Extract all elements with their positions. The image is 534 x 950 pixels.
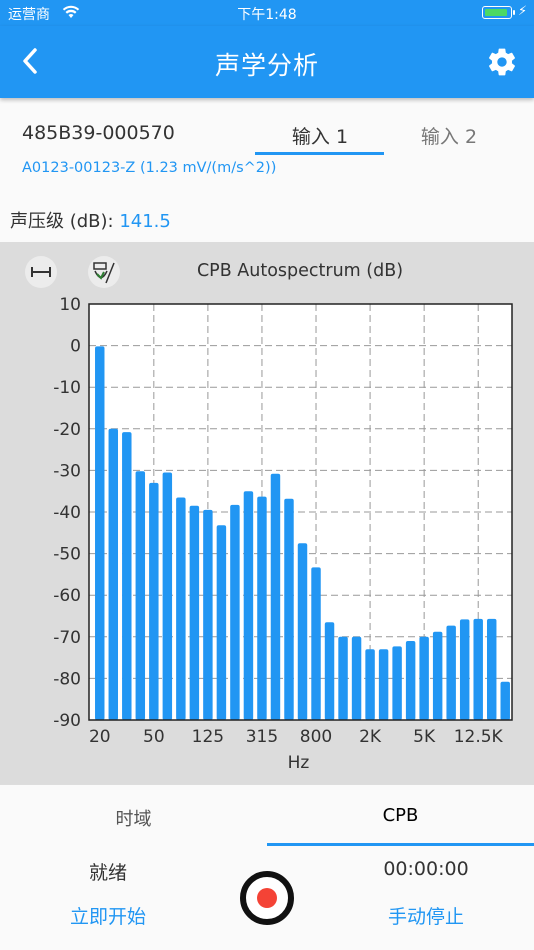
bar [378,649,389,720]
y-tick-label: -30 [53,461,81,481]
tab-time-domain[interactable]: 时域 [115,809,152,830]
cpb-bar-chart: 10 0 -10 -20 -30 -40 -50 -60 -70 -80 -90 20 50 125 315… [53,295,513,773]
bar [351,636,362,720]
x-tick-label: 2K [359,727,382,747]
bar [95,346,105,720]
page-title: 声学分析 [214,51,319,80]
tab-input-indicator [255,152,384,155]
bar [446,625,456,720]
bar [324,622,335,720]
bar [243,491,254,720]
chevron-left-icon [23,48,37,74]
y-tick-label: 10 [59,295,81,315]
sensor-info[interactable]: A0123-00123-Z (1.23 mV/(m/s^2)) [22,160,277,176]
x-tick-label: 12.5K [454,727,504,747]
y-tick-label: -10 [53,378,81,398]
bar [108,428,119,720]
y-tick-label: -70 [53,628,81,648]
manual-stop-button[interactable]: 手动停止 [387,906,464,928]
bar [500,681,510,720]
bar [473,618,483,720]
bar [338,636,348,720]
bar [216,525,227,720]
x-tick-label: 50 [143,727,165,747]
bar [405,640,416,720]
bar [230,504,240,720]
wifi-icon [62,5,80,23]
bar [392,646,402,720]
bar [459,619,470,720]
y-tick-label: -20 [53,420,81,440]
status-text: 就绪 [88,862,127,884]
bar [284,498,294,720]
bar [176,497,186,720]
carrier-label: 运营商 [8,7,50,23]
battery-icon [482,6,515,19]
battery-level [485,9,507,16]
horizontal-cursor-icon [31,267,51,277]
chart-panel: CPB Autospectrum (dB) 10 0 -10 -20 -30 -40 -50… [0,242,534,784]
y-tick-label: 0 [70,337,81,357]
y-tick-label: -40 [53,503,81,523]
cursor-button[interactable] [25,256,57,288]
chart-title: CPB Autospectrum (dB) [196,261,404,281]
x-tick-label: 125 [192,727,224,747]
gear-icon [489,48,515,76]
spl-label: 声压级 (dB): [10,211,120,232]
app-bar: 声学分析 [0,26,534,98]
x-tick-label: 800 [300,727,332,747]
tab-cpb-indicator [267,843,534,846]
weighting-button[interactable] [88,256,120,288]
bar [432,631,443,720]
weighting-filter-icon [93,262,115,284]
record-button[interactable] [239,870,295,926]
x-tick-label: 20 [89,727,111,747]
timer: 00:00:00 [383,858,469,880]
y-tick-label: -50 [53,545,81,565]
x-axis-label: Hz [288,753,310,773]
bar [311,567,321,720]
clock: 下午1:48 [237,7,297,23]
charging-icon: ⚡ [518,4,528,19]
record-icon [240,871,294,925]
y-tick-label: -60 [53,586,81,606]
start-now-button[interactable]: 立即开始 [69,906,146,928]
bar [486,618,497,720]
bar [149,482,159,720]
bar [419,636,429,720]
bar [189,505,200,720]
bar [203,509,213,720]
bar [270,473,281,720]
x-tick-label: 5K [413,727,436,747]
tab-input-2[interactable]: 输入 2 [420,126,478,148]
tab-input-1[interactable]: 输入 1 [291,126,349,148]
bar [297,543,308,720]
status-bar: 运营商 下午1:48 ⚡ [0,0,534,26]
spl-readout: 声压级 (dB): 141.5 [10,207,171,233]
x-tick-label: 315 [246,727,278,747]
tab-cpb[interactable]: CPB [382,805,419,826]
spl-value: 141.5 [119,211,171,232]
y-tick-label: -80 [53,669,81,689]
bar [162,472,173,720]
device-id: 485B39-000570 [22,122,175,144]
y-tick-label: -90 [53,711,81,731]
view-tabs: 时域 CPB [0,784,534,847]
bar [257,496,267,720]
bar [365,649,375,720]
bar [135,471,146,720]
bar [122,432,132,720]
settings-button[interactable] [486,46,518,78]
plot-frame [88,303,513,721]
back-button[interactable] [14,44,48,78]
